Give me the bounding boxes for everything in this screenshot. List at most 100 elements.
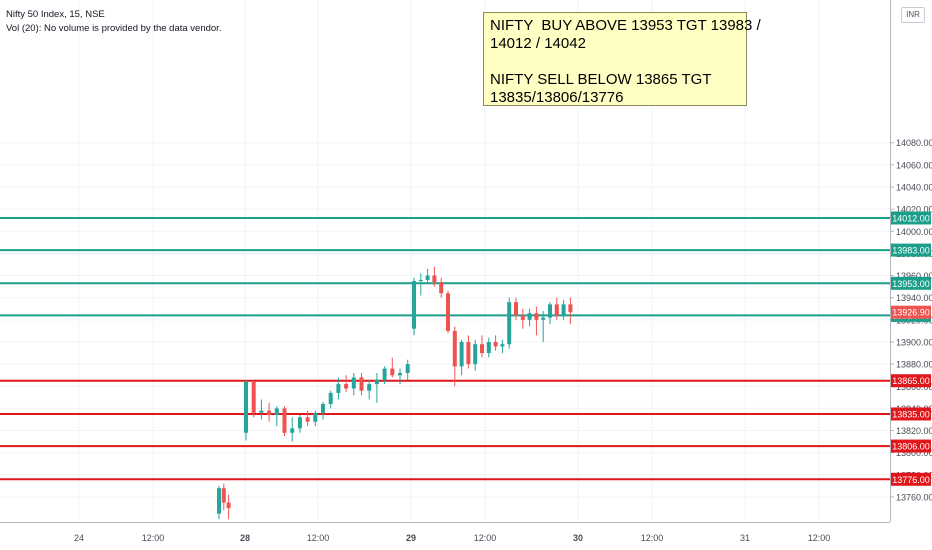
trade-note[interactable]: NIFTY BUY ABOVE 13953 TGT 13983 / 14012 … [483,12,761,106]
candle-down [514,297,518,320]
level-label-bg [891,439,931,453]
candle-body [452,330,457,367]
candle-body [351,377,356,389]
last-price-label: 13926.90 [892,308,930,318]
candle-up [459,339,464,376]
time-tick-label: 28 [240,533,250,543]
candle-body [267,410,272,416]
candle-body [486,341,491,354]
candle-down [267,402,272,422]
level-label-bg [891,407,931,421]
price-tick-label: 13940.00 [896,293,932,303]
candle-down [554,297,559,320]
candle-body [520,315,525,320]
grid [0,0,890,522]
price-tick-label: 14080.00 [896,138,932,148]
candle-up [274,406,279,427]
price-tick-label: 13800.00 [896,448,932,458]
price-tick-label: 13960.00 [896,271,932,281]
candle-body [305,417,310,422]
candle-up [244,379,248,441]
currency-badge[interactable]: INR [901,7,925,23]
candle-body [367,384,372,391]
candle-body [382,368,387,380]
time-axis[interactable]: 24 12:00 28 12:00 29 12:00 30 12:00 31 12:00 [0,522,890,544]
candle-body [425,275,430,280]
time-tick-label: 12:00 [808,533,831,543]
candle-down [282,406,287,437]
candle-body [251,381,256,413]
candle-body [466,341,471,365]
volume-legend[interactable]: Vol (20): No volume is provided by the d… [6,23,222,34]
time-tick-label: 24 [74,533,84,543]
candle-body [336,384,341,393]
candle-body [541,317,546,320]
candle-body [313,412,318,422]
candle-body [259,410,264,413]
level-label-13983: 13983.00 [892,246,930,256]
candle-down [359,372,364,396]
candles [217,266,573,520]
candle-up [548,302,552,325]
candle-up [336,377,341,400]
candle-body [398,372,402,376]
price-axis-bg [890,0,932,550]
candle-body [282,408,287,433]
candle-body [244,381,248,433]
note-line-1: NIFTY BUY ABOVE 13953 TGT 13983 / [490,17,761,34]
candle-body [290,428,295,433]
candle-body [554,304,559,316]
candle-body [480,344,484,354]
time-tick-label: 29 [406,533,416,543]
price-axis[interactable]: 13760.0013780.0013800.0013820.0013840.00… [890,0,932,550]
candle-body [568,304,573,313]
note-line-2: 14012 / 14042 [490,35,586,52]
candle-body [473,344,478,365]
candle-body [226,502,231,509]
level-label-bg [891,276,931,290]
time-tick-label: 31 [740,533,750,543]
candle-body [412,281,416,329]
candle-down [568,297,573,325]
note-line-3: NIFTY SELL BELOW 13865 TGT [490,71,712,88]
candle-body [514,302,518,316]
candle-down [432,266,437,287]
candle-down [534,306,539,336]
candle-body [507,302,512,345]
candle-up [398,368,402,385]
candle-up [217,485,221,520]
candle-body [527,313,532,320]
level-label-bg [891,374,931,388]
candle-down [480,335,484,358]
candle-body [217,488,221,514]
price-tick-label: 14060.00 [896,160,932,170]
candle-body [500,344,505,347]
candle-up [297,415,302,433]
candle-up [382,366,387,385]
candle-up [527,308,532,327]
candle-up [418,273,423,296]
candle-body [390,368,395,376]
last-price-bg [891,305,931,319]
symbol-legend[interactable]: Nifty 50 Index, 15, NSE [6,9,105,20]
candle-up [541,310,546,342]
candle-body [359,377,364,391]
candle-body [328,392,333,404]
candle-up [507,297,512,349]
price-tick-label: 14000.00 [896,227,932,237]
candle-body [297,417,302,429]
time-tick-label: 12:00 [307,533,330,543]
candle-body [374,379,379,385]
level-label-13776: 13776.00 [892,475,930,485]
candle-body [561,304,566,316]
candle-body [405,364,410,373]
candle-down [452,326,457,387]
candle-down [446,291,450,334]
candle-down [251,379,256,418]
candle-body [439,282,444,294]
price-tick-label: 13900.00 [896,337,932,347]
candle-up [321,401,325,420]
level-label-bg [891,472,931,486]
candle-down [439,277,444,298]
